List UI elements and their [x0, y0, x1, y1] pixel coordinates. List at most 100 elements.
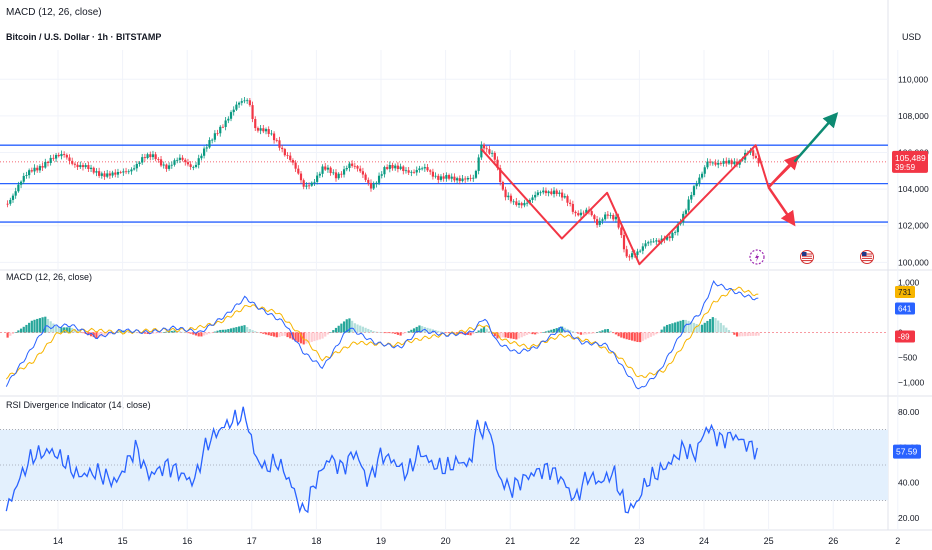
macd-histogram-bar	[501, 332, 504, 338]
macd-histogram-bar	[520, 332, 523, 338]
macd-histogram-bar	[243, 325, 246, 333]
candle-body	[351, 163, 354, 166]
macd-histogram-bar	[337, 325, 340, 333]
macd-histogram-bar	[302, 332, 305, 345]
candle-body	[649, 241, 653, 243]
candle-body	[388, 164, 391, 169]
countdown-value: 39:59	[895, 163, 916, 172]
candle-body	[674, 232, 677, 233]
candle-body	[307, 185, 311, 187]
rsi-pane-title: RSI Divergence Indicator (14, close)	[6, 400, 151, 410]
candle-body	[636, 251, 639, 255]
candle-body	[515, 201, 518, 205]
candle-body	[151, 154, 155, 158]
candle-body	[133, 168, 136, 170]
candle-body	[227, 118, 230, 121]
candle-body	[442, 176, 445, 179]
candle-body	[700, 173, 704, 178]
macd-value-badge	[895, 302, 915, 315]
candle-body	[617, 216, 620, 228]
candle-body	[488, 149, 491, 154]
candle-body	[598, 220, 601, 225]
macd-histogram-bar	[33, 319, 36, 333]
candle-body	[582, 212, 585, 214]
macd-histogram-bar	[334, 327, 338, 333]
us-flag-icon	[860, 250, 874, 264]
candle-body	[437, 175, 440, 180]
macd-tick-label: −1,000	[898, 378, 925, 388]
macd-histogram-bar	[192, 332, 195, 335]
macd-histogram-bar	[275, 332, 278, 338]
candle-body	[641, 246, 644, 251]
candle-body	[507, 195, 510, 198]
macd-histogram-bar	[89, 332, 93, 337]
macd-histogram-bar	[657, 332, 661, 334]
macd-histogram-bar	[278, 332, 281, 337]
candle-body	[192, 166, 195, 168]
macd-histogram-bar	[485, 328, 488, 333]
macd-histogram-bar	[170, 330, 173, 333]
macd-histogram-bar	[429, 328, 432, 333]
candle-body	[727, 160, 731, 164]
candle-body	[550, 191, 553, 195]
candle-body	[730, 160, 733, 165]
x-tick-label: 18	[311, 536, 321, 546]
candle-body	[272, 133, 276, 141]
macd-histogram-bar	[22, 326, 25, 333]
candle-body	[364, 174, 367, 180]
candle-body	[539, 192, 542, 194]
candle-body	[289, 155, 292, 161]
macd-histogram-bar	[63, 327, 66, 333]
macd-histogram-bar	[92, 332, 95, 338]
macd-histogram-bar	[612, 332, 615, 334]
candle-body	[628, 256, 631, 258]
macd-histogram-bar	[326, 332, 330, 335]
candle-body	[340, 173, 343, 175]
candle-body	[423, 167, 426, 169]
candle-body	[246, 100, 249, 102]
top-indicator-label: MACD (12, 26, close)	[6, 7, 102, 18]
macd-histogram-bar	[173, 330, 176, 333]
macd-histogram-bar	[116, 331, 120, 333]
candle-body	[14, 191, 17, 196]
candle-body	[418, 168, 421, 170]
candle-body	[593, 215, 596, 220]
macd-histogram-bar	[735, 332, 739, 337]
candle-body	[690, 195, 693, 200]
candle-body	[44, 161, 47, 168]
arrow-annotation	[767, 186, 796, 227]
candle-body	[162, 164, 165, 166]
macd-histogram-bar	[189, 332, 192, 334]
macd-histogram-bar	[717, 320, 720, 333]
candle-body	[356, 166, 359, 169]
macd-histogram-bar	[531, 332, 534, 335]
macd-histogram-bar	[472, 332, 475, 335]
macd-histogram-bar	[676, 321, 679, 333]
macd-histogram-bar	[695, 323, 698, 333]
macd-histogram-bar	[205, 332, 208, 335]
x-tick-label: 21	[505, 536, 515, 546]
candle-body	[224, 120, 227, 127]
macd-histogram-bar	[178, 331, 181, 333]
candle-body	[138, 162, 141, 164]
macd-histogram-bar	[622, 332, 626, 339]
candle-body	[504, 189, 507, 198]
candle-body	[98, 171, 101, 176]
macd-value-badge	[895, 330, 915, 343]
macd-histogram-bar	[574, 332, 577, 334]
macd-histogram-bar	[316, 332, 319, 341]
candle-body	[100, 173, 103, 176]
candle-body	[122, 171, 125, 173]
macd-histogram-bar	[725, 327, 728, 333]
candle-body	[165, 164, 168, 169]
candle-body	[361, 171, 365, 175]
macd-histogram-bar	[706, 320, 709, 333]
macd-histogram-bar	[256, 332, 260, 333]
macd-histogram-bar	[383, 332, 386, 334]
macd-histogram-bar	[437, 330, 440, 333]
macd-histogram-bar	[108, 332, 111, 335]
candle-body	[141, 157, 144, 163]
macd-histogram-bar	[579, 332, 583, 335]
macd-histogram-bar	[232, 327, 235, 333]
